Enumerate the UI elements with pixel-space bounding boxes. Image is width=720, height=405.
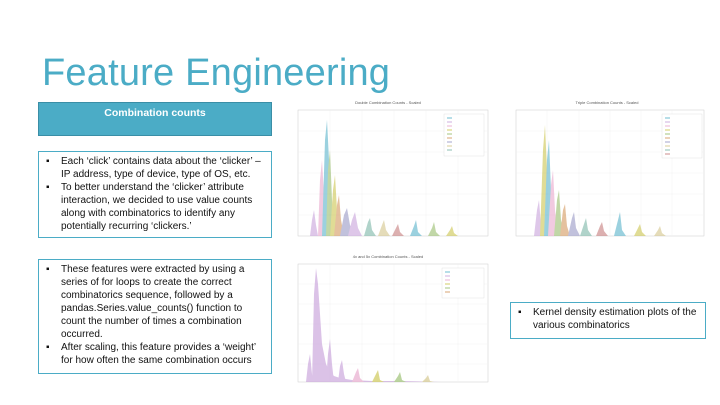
combination-counts-header: Combination counts bbox=[38, 102, 272, 136]
plot-title: Triple Combination Counts - Scaled bbox=[575, 100, 639, 105]
bullet-item: Kernel density estimation plots of the v… bbox=[518, 306, 699, 332]
plot-title: Double Combination Counts - Scaled bbox=[355, 100, 421, 105]
kde-caption-box: Kernel density estimation plots of the v… bbox=[510, 302, 706, 339]
bullet-item: Each ‘click’ contains data about the ‘cl… bbox=[46, 155, 265, 181]
triple-combination-plot: Triple Combination Counts - Scaled bbox=[504, 100, 710, 245]
slide-title: Feature Engineering bbox=[42, 52, 391, 94]
clicker-description-box: Each ‘click’ contains data about the ‘cl… bbox=[38, 151, 272, 238]
bullet-item: After scaling, this feature provides a ‘… bbox=[46, 341, 265, 367]
combination-counts-label: Combination counts bbox=[104, 107, 206, 119]
quad-kde-chart bbox=[297, 263, 489, 383]
triple-kde-chart bbox=[515, 109, 705, 237]
plot-legend bbox=[661, 113, 703, 159]
bullet-item: To better understand the ‘clicker’ attri… bbox=[46, 181, 265, 233]
feature-extraction-box: These features were extracted by using a… bbox=[38, 259, 272, 374]
double-combination-plot: Double Combination Counts - Scaled bbox=[282, 100, 494, 245]
quad-combination-plot: 4x and 5x Combination Counts - Scaled bbox=[282, 254, 494, 390]
plot-title: 4x and 5x Combination Counts - Scaled bbox=[352, 254, 424, 259]
plot-legend bbox=[441, 267, 485, 299]
bullet-item: These features were extracted by using a… bbox=[46, 263, 265, 341]
double-kde-chart bbox=[297, 109, 489, 237]
plot-legend bbox=[443, 113, 485, 157]
